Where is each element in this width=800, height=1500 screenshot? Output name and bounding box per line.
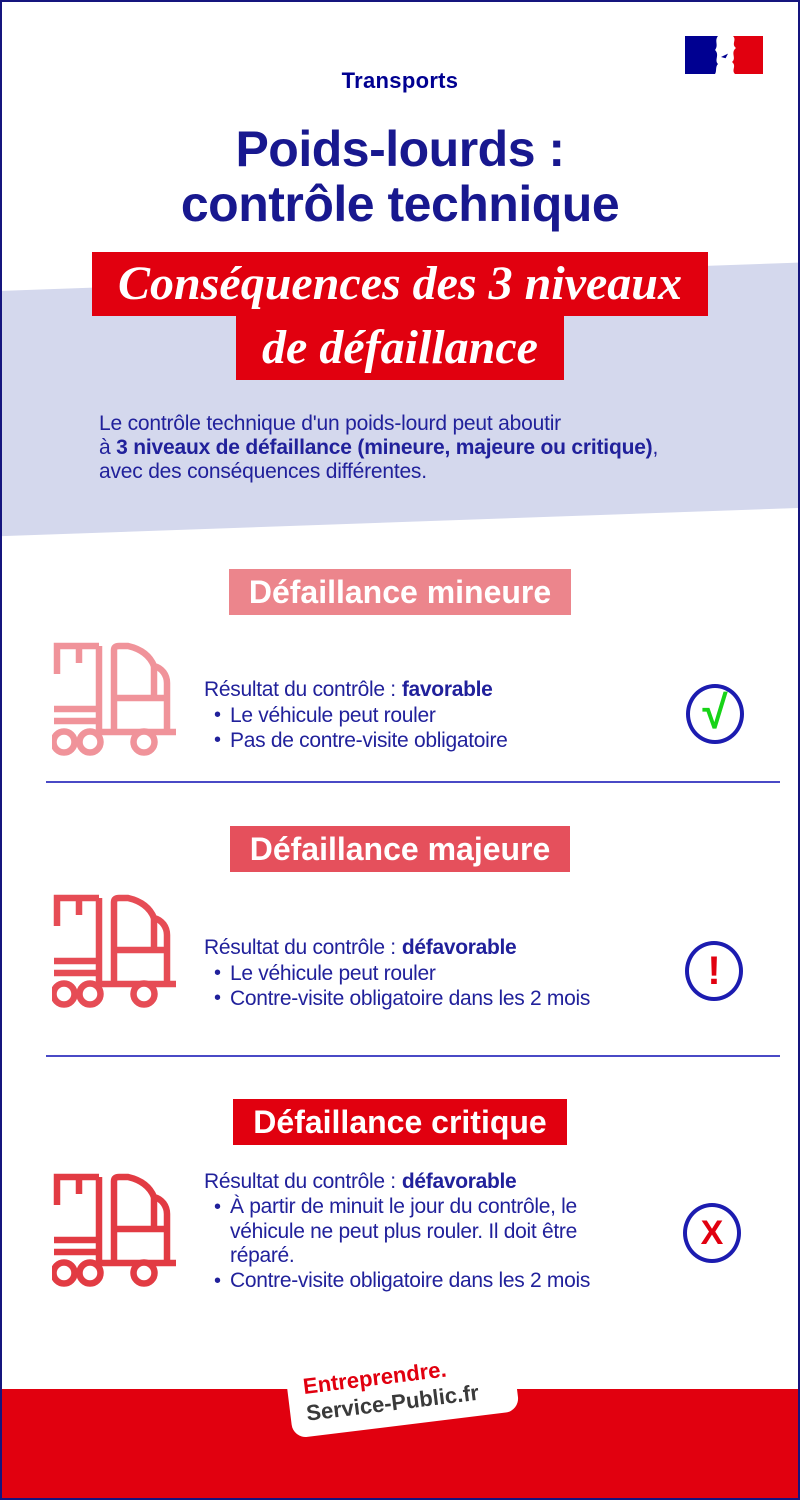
status-check-icon: √ [686,684,744,744]
bullet-item: Le véhicule peut rouler [213,961,436,986]
result-value: favorable [401,678,493,701]
bullet-item: Contre-visite obligatoire dans les 2 moi… [213,1269,590,1294]
section-banner-majeure: Défaillance majeure [2,826,798,872]
section-divider [46,781,780,783]
section-divider [46,1055,780,1057]
result-line: Résultat du contrôle : favorable [204,678,493,701]
page-title-line-1: Poids-lourds : [235,121,565,177]
headline-line-1: Conséquences des 3 niveaux [92,252,708,316]
headline-banner: Conséquences des 3 niveaux de défaillanc… [2,252,798,380]
bullet-list: Le véhicule peut rouler Contre-visite ob… [213,961,590,1011]
intro-line-1: Le contrôle technique d'un poids-lourd p… [99,412,561,435]
bullet-item: À partir de minuit le jour du contrôle, … [213,1195,621,1269]
bullet-list: Le véhicule peut rouler Pas de contre-vi… [213,703,508,753]
bullet-item: Le véhicule peut rouler [213,703,436,728]
bullet-item: Pas de contre-visite obligatoire [213,728,508,753]
intro-line-3: avec des conséquences différentes. [99,460,427,483]
section-title: Défaillance critique [233,1099,567,1145]
status-cross-icon: X [683,1203,741,1263]
french-flag-logo-icon [685,36,763,74]
section-banner-critique: Défaillance critique [2,1099,798,1145]
intro-line-2: à 3 niveaux de défaillance (mineure, maj… [99,436,659,459]
truck-icon [52,642,176,756]
section-title: Défaillance mineure [228,569,572,615]
section-banner-mineure: Défaillance mineure [2,569,798,615]
intro-paragraph: Le contrôle technique d'un poids-lourd p… [99,412,658,484]
section-title: Défaillance majeure [229,826,571,872]
page-title: Poids-lourds : contrôle technique [2,122,798,232]
headline-line-2: de défaillance [236,316,564,380]
status-exclamation-icon: ! [685,941,743,1001]
result-value: défavorable [401,1170,517,1193]
section-text-majeure: Résultat du contrôle :défavorable Le véh… [204,935,590,1011]
category-label: Transports [341,68,459,93]
result-line: Résultat du contrôle : défavorable [204,1170,517,1193]
section-text-critique: Résultat du contrôle :défavorable À part… [204,1169,621,1293]
result-value: défavorable [401,936,517,959]
truck-icon [52,894,176,1008]
page-title-line-2: contrôle technique [180,176,620,232]
section-text-mineure: Résultat du contrôle :favorable Le véhic… [204,677,508,753]
truck-icon [52,1173,176,1287]
bullet-list: À partir de minuit le jour du contrôle, … [213,1195,621,1293]
bullet-item: Contre-visite obligatoire dans les 2 moi… [213,986,590,1011]
result-line: Résultat du contrôle : défavorable [204,936,517,959]
